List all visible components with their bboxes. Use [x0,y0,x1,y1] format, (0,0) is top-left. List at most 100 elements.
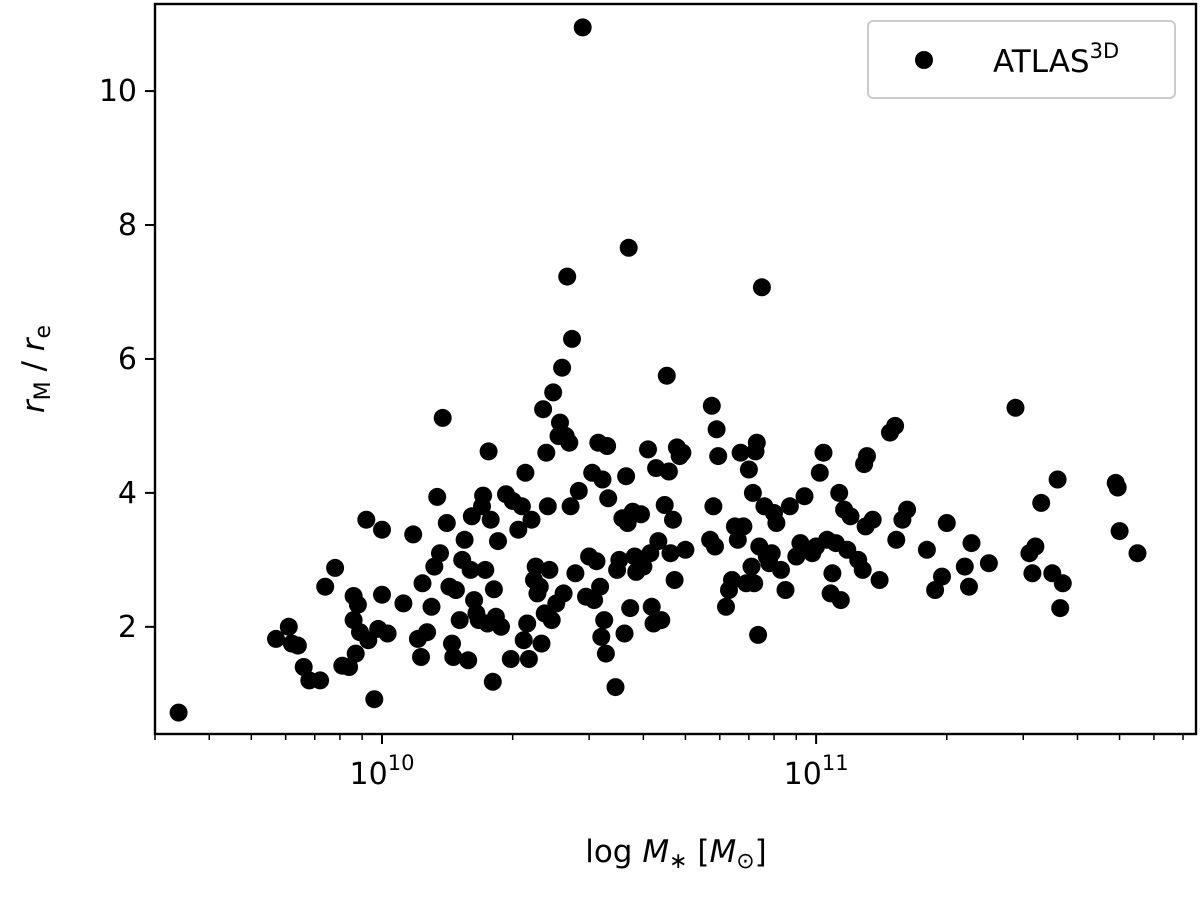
data-point [444,648,463,666]
data-point [606,678,625,697]
data-point [649,532,668,551]
data-point [373,585,391,604]
data-point [734,517,753,536]
data-point [169,703,188,722]
data-point [542,611,561,630]
data-point [599,489,618,508]
data-point [437,514,456,532]
data-point [917,540,936,559]
data-point [509,520,528,539]
data-point [1048,470,1067,489]
data-point [443,634,461,653]
plot-frame [153,2,1198,736]
data-point [484,580,503,599]
data-point [707,420,726,439]
y-tick-label: 4 [118,476,137,511]
data-point [474,486,493,505]
data-point [267,629,285,648]
data-point [492,617,510,636]
data-point [823,564,842,583]
data-point [326,558,345,577]
data-point [632,505,650,524]
data-point [858,447,876,466]
data-point [591,577,610,596]
data-point [554,584,573,603]
data-point [762,544,781,563]
data-point [652,611,671,630]
data-point [1128,544,1147,563]
data-point [676,540,695,559]
data-point [595,611,614,630]
data-point [752,278,771,297]
x-axis-ticks: 1010 1011 [154,734,1184,792]
x-axis-label-prefix: log [585,834,642,870]
data-point [723,571,741,589]
data-point [870,571,889,589]
data-point [526,557,545,576]
data-point [814,443,833,462]
data-point [378,624,397,643]
data-point [830,483,849,502]
x-axis-label-symbol: M [642,834,669,870]
data-point [288,636,307,655]
data-point [1051,599,1070,618]
data-point [404,525,423,544]
data-point [657,366,676,385]
data-point [634,557,653,576]
data-point [831,591,850,610]
data-point [962,534,981,553]
data-point [357,510,376,529]
data-point [717,597,735,616]
data-point [530,577,549,596]
legend-label: ATLAS3D [993,39,1119,80]
data-point [960,577,978,596]
data-point [316,577,335,596]
data-point [776,581,795,599]
data-point [512,497,531,516]
data-point [926,581,945,599]
data-point [561,497,580,516]
data-point [553,358,572,377]
data-point [518,614,537,633]
data-point [461,560,480,579]
data-point [540,560,559,579]
data-point [1110,522,1129,541]
data-point [621,599,640,618]
x-axis-label-unit-close: ] [755,834,767,870]
y-axis-label-separator: / [16,351,52,381]
data-point [418,623,437,642]
data-point [340,658,359,676]
data-point [619,238,638,257]
data-point [887,530,906,549]
data-point [566,564,585,583]
data-point [481,510,500,529]
data-point [665,571,684,589]
data-points [169,18,1147,722]
y-tick-label: 8 [118,208,137,243]
data-point [639,440,657,459]
data-point [560,433,579,452]
data-point [587,552,606,571]
x-tick-label: 1010 [350,751,415,792]
data-point [428,487,447,506]
data-point [348,595,367,614]
data-point [483,672,502,691]
data-point [537,443,556,462]
data-point [810,463,829,482]
data-point [780,497,799,516]
data-point [610,550,629,569]
data-point [532,634,551,653]
data-point [749,625,768,644]
data-point [569,481,588,500]
y-axis-label-r2: r [16,336,52,351]
data-point [642,597,661,616]
data-point [702,396,721,415]
data-point [422,597,441,616]
data-point [772,560,790,579]
data-point [514,631,533,650]
data-point [279,617,298,636]
data-point [933,567,951,586]
data-point [431,544,449,563]
data-point [592,627,611,646]
